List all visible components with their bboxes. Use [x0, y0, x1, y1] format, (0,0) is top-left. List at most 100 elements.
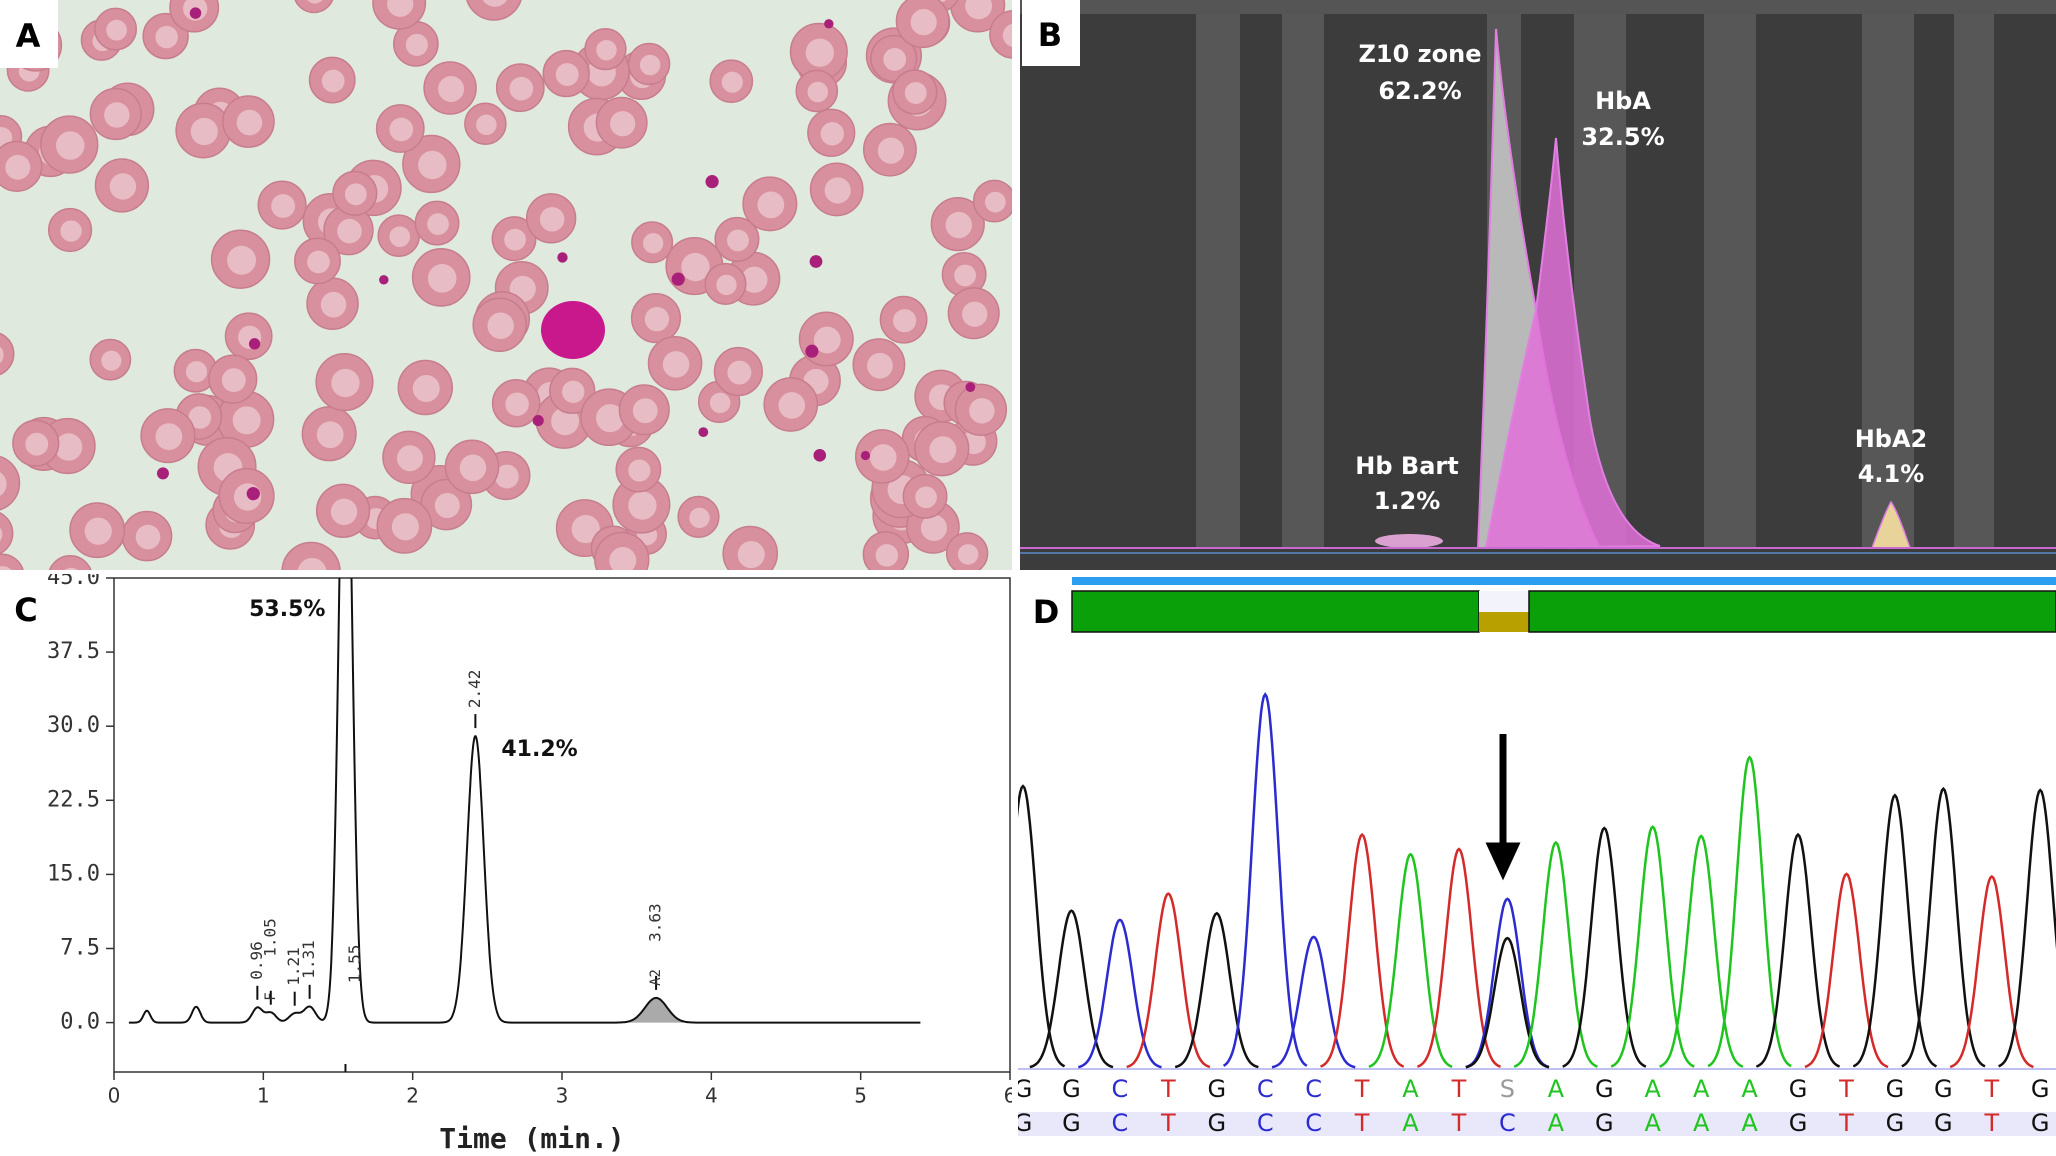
base-call: A — [1548, 1075, 1565, 1103]
zone-band — [1704, 14, 1756, 548]
red-cell-center — [539, 207, 565, 232]
red-cell — [466, 0, 522, 21]
trace-peak — [1029, 909, 1114, 1069]
variant-bar — [1479, 612, 1529, 632]
red-cell-center — [807, 81, 829, 103]
platelet — [813, 449, 827, 462]
peak-percent-label: 53.5% — [249, 597, 325, 622]
red-cell-center — [494, 464, 519, 489]
red-cell-center — [84, 517, 112, 545]
red-cell — [48, 555, 92, 570]
red-cell-center — [632, 398, 658, 424]
red-cell-center — [904, 82, 927, 105]
base-call: A — [1645, 1075, 1662, 1103]
red-cell-center — [106, 19, 127, 41]
red-cell-center — [727, 229, 749, 252]
base-call: G — [1014, 1075, 1033, 1103]
peak-time-label: 2.42 — [465, 670, 484, 709]
x-tick-label: 4 — [705, 1084, 718, 1108]
panel-label: A — [16, 17, 41, 55]
red-cell-center — [628, 491, 657, 520]
red-cell-center — [135, 524, 161, 550]
red-cell-center — [330, 498, 358, 525]
red-cell-center — [155, 423, 183, 451]
red-cell-center — [877, 137, 905, 164]
panel-c: C 0.0 7.5 15.0 22.5 30.0 37.5 45.0 0 1 2 3 4 5 6 Time … — [14, 574, 1012, 1155]
trace-peak — [1562, 826, 1647, 1068]
reference-base: G — [1014, 1109, 1033, 1137]
arrow — [1485, 734, 1521, 881]
base-call: A — [1402, 1075, 1419, 1103]
x-tick-label: 1 — [257, 1084, 270, 1108]
peak-time-label: 1.31 — [299, 940, 318, 979]
reference-base: T — [1983, 1109, 1999, 1137]
panel-a — [0, 0, 1012, 570]
red-cell-center — [297, 557, 327, 570]
red-cell-center — [571, 514, 600, 544]
red-cell-center — [721, 71, 743, 93]
trace-peak — [1610, 825, 1695, 1068]
red-cell-center — [813, 326, 841, 354]
platelet — [698, 427, 709, 438]
red-cell-center — [434, 492, 460, 519]
red-cell-center — [104, 102, 130, 128]
red-cell-center — [596, 39, 617, 61]
panel-b: Z10 zone 62.2% HbA 32.5% Hb Bart 1.2% Hb… — [1020, 0, 2056, 570]
red-cell-center — [25, 432, 49, 456]
red-cell-center — [778, 392, 806, 419]
peak-name: HbA — [1595, 87, 1651, 115]
red-cell-center — [331, 368, 360, 398]
base-call: G — [2031, 1075, 2050, 1103]
platelet — [809, 255, 823, 268]
red-cell-center — [482, 0, 508, 7]
red-cell-center — [555, 63, 579, 86]
platelet — [248, 338, 261, 350]
platelet — [860, 450, 871, 461]
reference-base: T — [1354, 1109, 1370, 1137]
reference-base: A — [1693, 1109, 1710, 1137]
reference-base: G — [1062, 1109, 1081, 1137]
base-call: S — [1500, 1075, 1515, 1103]
reference-base: T — [1838, 1109, 1854, 1137]
lymphocyte — [541, 301, 605, 359]
base-call: T — [1354, 1075, 1370, 1103]
red-cell-center — [875, 544, 899, 567]
red-cell-center — [984, 191, 1006, 213]
red-cell-center — [915, 486, 937, 509]
hb-bart-peak — [1375, 534, 1443, 548]
red-cell-center — [227, 245, 257, 275]
red-cell-center — [0, 472, 7, 496]
red-cell-center — [709, 392, 731, 414]
x-tick-label: 2 — [406, 1084, 419, 1108]
red-cell-center — [307, 250, 330, 274]
red-cell-center — [562, 380, 585, 404]
platelet — [965, 382, 976, 393]
alignment-gap — [1479, 591, 1529, 612]
peak-percent: 32.5% — [1581, 123, 1664, 151]
red-cell-center — [689, 507, 710, 529]
reference-base: G — [1595, 1109, 1614, 1137]
red-cell-center — [5, 154, 31, 180]
trace-area: G G C T G C C T A T S A G A A A G T G G T GG G C T G C C T A T C A G A A A G T… — [1014, 692, 2056, 1137]
red-cell-center — [757, 191, 785, 219]
reference-base: G — [1886, 1109, 1905, 1137]
reference-band — [1018, 1112, 2056, 1136]
red-cell-center — [929, 436, 957, 464]
zone-band — [1862, 14, 1914, 548]
peak-name-label: F — [263, 992, 279, 1000]
base-call: G — [1789, 1075, 1808, 1103]
red-cell-center — [389, 226, 411, 247]
x-tick-label: 0 — [108, 1084, 121, 1108]
coverage-line — [1072, 577, 2056, 585]
red-cell-center — [610, 111, 636, 137]
red-cell-center — [741, 266, 768, 293]
red-cell-center — [221, 368, 246, 393]
red-cell-center — [418, 150, 447, 180]
base-call: A — [1741, 1075, 1758, 1103]
reference-base: A — [1402, 1109, 1419, 1137]
red-cell-center — [476, 114, 497, 136]
peak-name-label: A2 — [648, 969, 664, 986]
red-cell — [281, 541, 341, 570]
panel-label: B — [1038, 16, 1062, 54]
red-cell-center — [109, 173, 137, 200]
